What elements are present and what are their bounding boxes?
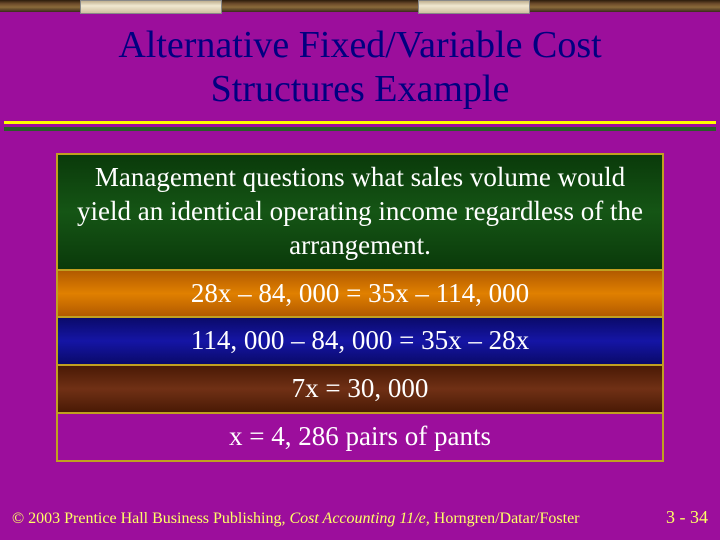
result-text: x = 4, 286 pairs of pants bbox=[68, 420, 652, 454]
slide-title: Alternative Fixed/Variable Cost Structur… bbox=[0, 12, 720, 121]
copyright-prefix: © 2003 Prentice Hall Business Publishing… bbox=[12, 510, 289, 527]
equation-3: 7x = 30, 000 bbox=[68, 372, 652, 406]
decorative-header-strip bbox=[0, 0, 720, 12]
authors: Horngren/Datar/Foster bbox=[430, 510, 580, 527]
title-line-1: Alternative Fixed/Variable Cost bbox=[118, 24, 601, 66]
title-line-2: Structures Example bbox=[211, 68, 510, 110]
page-number: 3 - 34 bbox=[666, 507, 708, 528]
divider-yellow bbox=[4, 121, 716, 124]
intro-box: Management questions what sales volume w… bbox=[56, 153, 664, 270]
footer-publisher: © 2003 Prentice Hall Business Publishing… bbox=[12, 510, 580, 528]
equation-1: 28x – 84, 000 = 35x – 114, 000 bbox=[68, 277, 652, 311]
equation-row-2: 114, 000 – 84, 000 = 35x – 28x bbox=[56, 316, 664, 366]
slide-footer: © 2003 Prentice Hall Business Publishing… bbox=[12, 507, 708, 528]
equation-row-3: 7x = 30, 000 bbox=[56, 364, 664, 414]
equation-2: 114, 000 – 84, 000 = 35x – 28x bbox=[68, 324, 652, 358]
book-title: Cost Accounting 11/e, bbox=[289, 510, 429, 527]
content-area: Management questions what sales volume w… bbox=[0, 131, 720, 461]
equation-row-1: 28x – 84, 000 = 35x – 114, 000 bbox=[56, 269, 664, 319]
intro-text: Management questions what sales volume w… bbox=[68, 161, 652, 262]
result-row: x = 4, 286 pairs of pants bbox=[56, 412, 664, 462]
